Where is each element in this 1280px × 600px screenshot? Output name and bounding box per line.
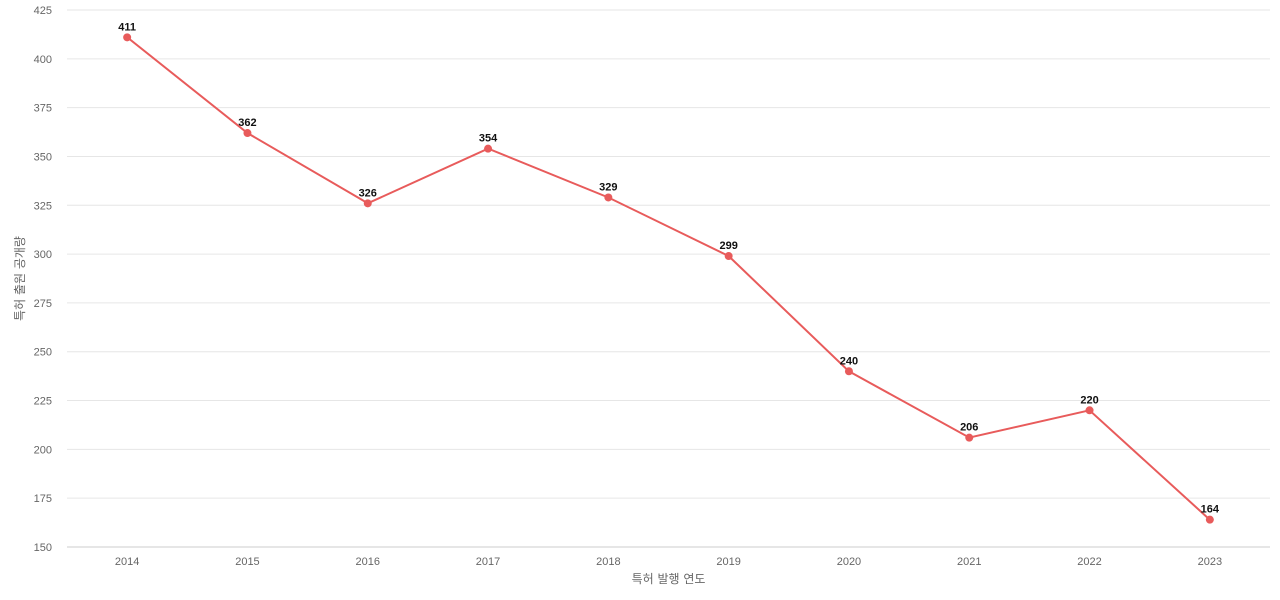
x-axis-title: 특허 발행 연도 [632,571,706,586]
data-point[interactable] [1085,406,1094,415]
data-point[interactable] [965,433,974,442]
y-tick-label: 150 [34,542,52,554]
data-point[interactable] [123,33,132,42]
x-tick-label: 2016 [356,556,380,568]
series-group [123,33,1214,524]
data-label: 329 [599,181,617,193]
series-line [126,36,1211,521]
y-tick-label: 225 [34,396,52,408]
data-label: 411 [118,21,136,33]
x-tick-label: 2019 [716,556,740,568]
y-tick-label: 300 [34,249,52,261]
y-tick-label: 350 [34,151,52,163]
y-tick-label: 325 [34,200,52,212]
y-tick-label: 425 [34,5,52,17]
gridlines [67,9,1270,548]
data-label: 240 [840,355,858,367]
x-tick-label: 2022 [1077,556,1101,568]
x-axis-ticks: 2014 2015 2016 2017 2018 2019 2020 2021 2022 2023 [115,556,1222,568]
x-tick-label: 2015 [235,556,259,568]
x-tick-label: 2017 [476,556,500,568]
data-point[interactable] [604,193,613,202]
y-tick-label: 200 [34,444,52,456]
data-point[interactable] [243,129,252,138]
y-tick-label: 275 [34,298,52,310]
y-axis-ticks: 150 175 200 225 250 275 300 325 350 375 400 425 [34,5,52,554]
x-tick-label: 2023 [1198,556,1222,568]
data-point[interactable] [844,367,853,376]
x-tick-label: 2020 [837,556,861,568]
data-label: 220 [1080,394,1098,406]
data-point[interactable] [363,199,372,208]
data-point[interactable] [484,144,493,153]
y-tick-label: 400 [34,54,52,66]
y-axis-title: 특허 출원 공개량 [13,236,27,321]
x-tick-label: 2018 [596,556,620,568]
data-point[interactable] [1205,515,1214,524]
data-label: 206 [960,422,978,434]
y-tick-label: 375 [34,103,52,115]
data-label: 299 [719,240,737,252]
x-tick-label: 2014 [115,556,139,568]
y-tick-label: 175 [34,493,52,505]
x-tick-label: 2021 [957,556,981,568]
y-tick-label: 250 [34,347,52,359]
data-label: 164 [1201,504,1220,516]
data-label: 362 [238,117,256,129]
data-labels: 411 362 326 354 329 299 240 206 220 164 [118,21,1220,515]
data-label: 326 [359,187,377,199]
data-label: 354 [479,133,498,145]
data-point[interactable] [724,252,733,261]
